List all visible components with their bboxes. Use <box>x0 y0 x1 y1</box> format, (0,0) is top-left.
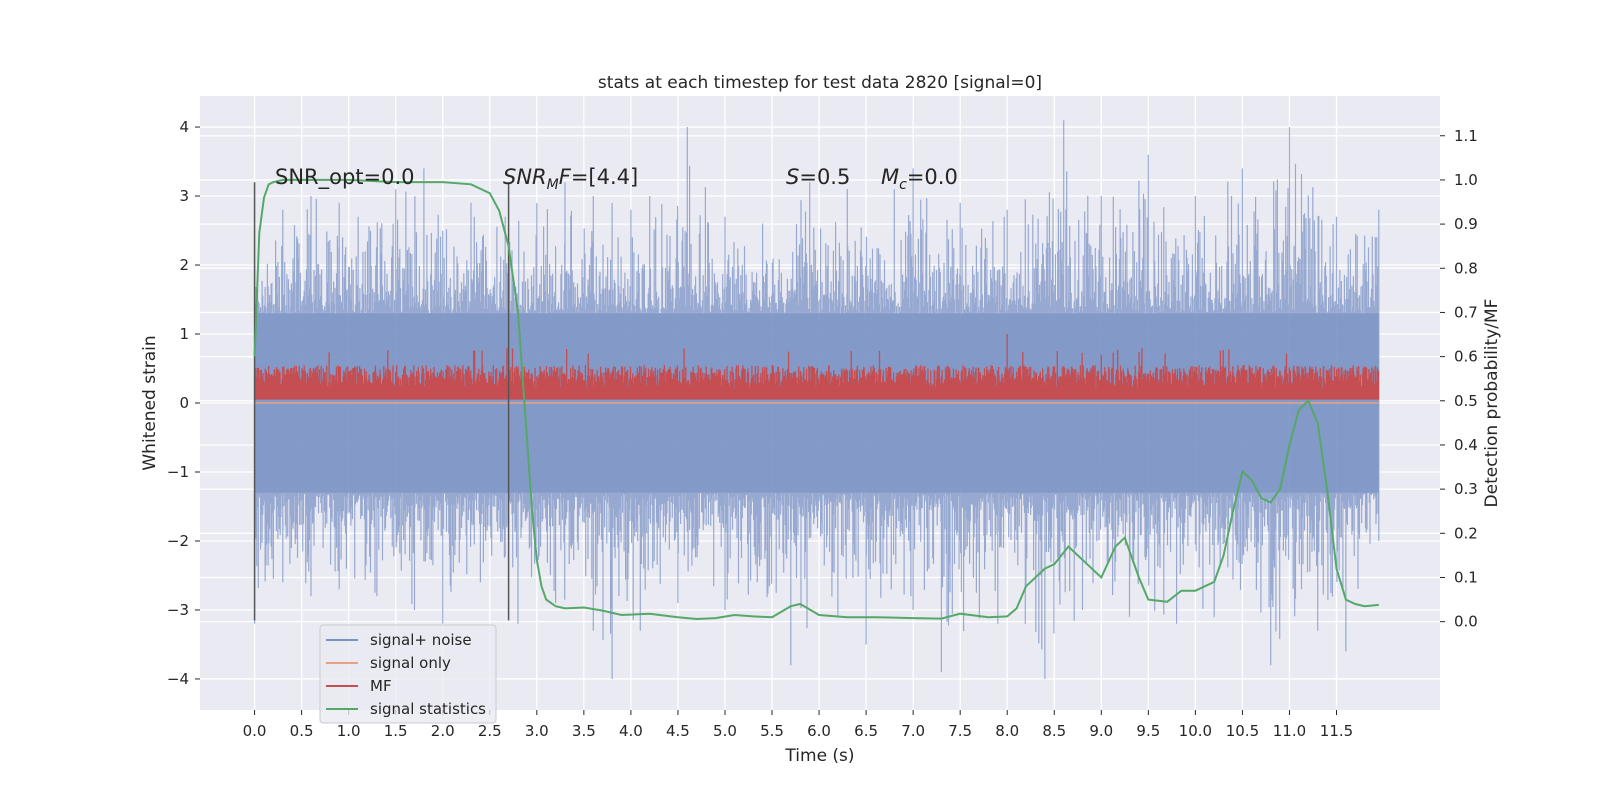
x-tick-label: 9.5 <box>1136 722 1160 740</box>
legend: signal+ noise signal only MF signal stat… <box>319 624 497 724</box>
y-ticks: 4 3 2 1 0 −1 −2 −3 −4 <box>167 118 200 688</box>
annotation-mc-symbol: M <box>881 165 899 189</box>
x-tick-label: 0.0 <box>243 722 267 740</box>
y-right-tick-label: 0.1 <box>1454 568 1478 586</box>
y-tick-label: 4 <box>179 118 189 136</box>
legend-box <box>319 624 497 724</box>
annotation-s-symbol: S <box>786 165 799 189</box>
y-right-tick-label: 0.5 <box>1454 392 1478 410</box>
annotation-s-value: =0.5 <box>799 165 850 189</box>
y-right-tick-label: 1.1 <box>1454 127 1478 145</box>
legend-label-mf: MF <box>370 677 392 695</box>
x-tick-label: 1.5 <box>384 722 408 740</box>
x-tick-label: 2.5 <box>478 722 502 740</box>
y-tick-label: 3 <box>179 187 189 205</box>
y-right-tick-label: 0.4 <box>1454 436 1478 454</box>
chart-title: stats at each timestep for test data 282… <box>598 73 1042 93</box>
x-tick-label: 3.0 <box>525 722 549 740</box>
x-tick-label: 5.5 <box>760 722 784 740</box>
y-right-tick-label: 0.3 <box>1454 480 1478 498</box>
series-signal-noise <box>254 120 1380 679</box>
annotation-snr-mf-subscript: M <box>547 177 559 193</box>
y-axis-label-right: Detection probability/MF <box>1482 299 1502 508</box>
x-tick-label: 6.0 <box>807 722 831 740</box>
annotation-snr-mf-symbol: SNR <box>503 165 547 189</box>
x-tick-label: 10.5 <box>1226 722 1259 740</box>
y-right-tick-label: 1.0 <box>1454 171 1478 189</box>
x-tick-label: 7.5 <box>948 722 972 740</box>
x-tick-label: 8.0 <box>995 722 1019 740</box>
signal-statistics-line <box>253 178 1379 621</box>
annotation-snr-mf-symbol-2: F <box>559 165 572 189</box>
annotation-mc-subscript: c <box>899 177 907 193</box>
x-tick-label: 3.5 <box>572 722 596 740</box>
vertical-markers <box>253 182 510 621</box>
series-signal-statistics <box>253 178 1379 621</box>
x-tick-label: 11.5 <box>1320 722 1353 740</box>
x-tick-label: 4.5 <box>666 722 690 740</box>
x-tick-label: 8.5 <box>1042 722 1066 740</box>
x-tick-label: 11.0 <box>1273 722 1306 740</box>
legend-label-signal-noise: signal+ noise <box>370 631 472 649</box>
x-axis-label: Time (s) <box>784 746 854 766</box>
annotation-mc: Mc=0.0 <box>881 165 958 193</box>
x-tick-label: 1.0 <box>337 722 361 740</box>
y-tick-label: 1 <box>179 325 189 343</box>
y-tick-label: −2 <box>167 532 189 550</box>
annotation-snr-mf-value: =[4.4] <box>571 165 638 189</box>
y-tick-label: −4 <box>167 670 189 688</box>
legend-label-signal-only: signal only <box>370 654 451 672</box>
annotation-s: S=0.5 <box>786 165 850 189</box>
x-tick-label: 5.0 <box>713 722 737 740</box>
y-right-tick-label: 0.7 <box>1454 303 1478 321</box>
y-tick-label: −3 <box>167 601 189 619</box>
annotation-snr-opt: SNR_opt=0.0 <box>275 165 415 190</box>
y-right-tick-label: 0.8 <box>1454 259 1478 277</box>
y-right-tick-label: 0.0 <box>1454 613 1478 631</box>
y-axis-label: Whitened strain <box>140 335 160 470</box>
x-tick-label: 9.0 <box>1089 722 1113 740</box>
annotation-mc-value: =0.0 <box>907 165 958 189</box>
y-tick-label: −1 <box>167 463 189 481</box>
y-right-tick-label: 0.9 <box>1454 215 1478 233</box>
x-tick-label: 4.0 <box>619 722 643 740</box>
legend-label-signal-statistics: signal statistics <box>370 700 486 718</box>
y-tick-label: 2 <box>179 256 189 274</box>
y-right-tick-label: 0.6 <box>1454 348 1478 366</box>
annotation-snr-mf: SNRMF=[4.4] <box>503 165 638 193</box>
x-tick-label: 2.0 <box>431 722 455 740</box>
x-tick-label: 0.5 <box>290 722 314 740</box>
x-ticks: 0.0 0.5 1.0 1.5 2.0 2.5 3.0 3.5 4.0 4.5 5.0 5.5 6.0 6… <box>243 710 1353 740</box>
x-tick-label: 6.5 <box>854 722 878 740</box>
x-tick-label: 10.0 <box>1179 722 1212 740</box>
y-tick-label: 0 <box>179 394 189 412</box>
y-ticks-right: 1.1 1.0 0.9 0.8 0.7 0.6 0.5 0.4 0.3 0.2 0.1 0.0 <box>1440 127 1478 631</box>
y-right-tick-label: 0.2 <box>1454 524 1478 542</box>
x-tick-label: 7.0 <box>901 722 925 740</box>
